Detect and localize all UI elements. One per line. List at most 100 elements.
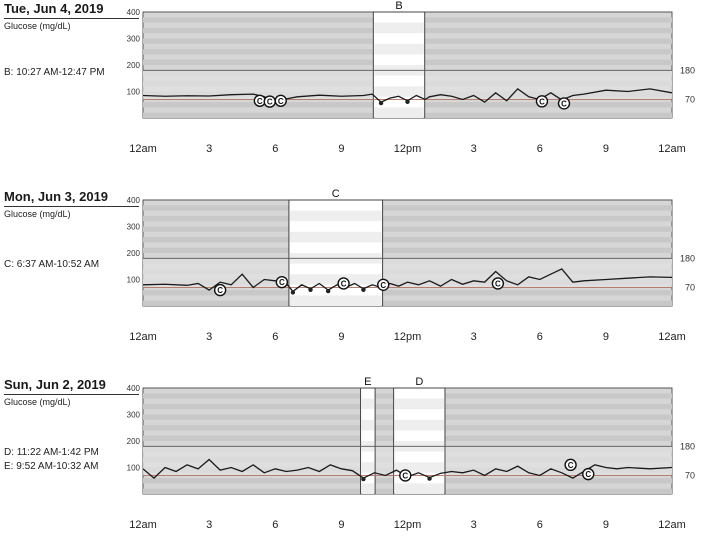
date-header: Tue, Jun 4, 2019 bbox=[4, 1, 139, 19]
plot-band bbox=[143, 290, 672, 296]
window-band bbox=[361, 398, 375, 410]
event-marker-circle bbox=[213, 283, 227, 297]
x-tick-label: 3 bbox=[206, 331, 212, 343]
event-marker: C bbox=[213, 283, 227, 297]
plot-band bbox=[143, 247, 672, 253]
window-band bbox=[361, 419, 375, 431]
event-marker-circle bbox=[377, 278, 390, 292]
window-band bbox=[394, 419, 444, 431]
event-marker-label: C bbox=[568, 461, 574, 470]
x-tick-label: 6 bbox=[272, 331, 278, 343]
event-marker: C bbox=[377, 278, 390, 292]
x-tick-label: 9 bbox=[338, 143, 344, 155]
glucose-line bbox=[142, 458, 673, 479]
x-tick-label: 9 bbox=[338, 331, 344, 343]
threshold-low-label: 70 bbox=[685, 282, 695, 292]
x-tick-label: 12am bbox=[129, 143, 157, 155]
y-tick-label: 400 bbox=[127, 8, 141, 17]
window-range-label: B: 10:27 AM-12:47 PM bbox=[4, 66, 105, 80]
event-marker-label: C bbox=[380, 281, 386, 290]
x-tick-label: 9 bbox=[603, 143, 609, 155]
window-label: E bbox=[364, 376, 371, 388]
x-tick-label: 6 bbox=[537, 143, 543, 155]
window-band bbox=[361, 483, 375, 494]
event-marker: C bbox=[582, 467, 595, 481]
window-range-label: C: 6:37 AM-10:52 AM bbox=[4, 258, 99, 272]
window-range-text: C: 6:37 AM-10:52 AM bbox=[4, 259, 100, 270]
threshold-high-label: 180 bbox=[680, 441, 695, 451]
low-glucose-point bbox=[361, 287, 366, 292]
window-range-label: D: 11:22 AM-1:42 PM E: 9:52 AM-10:32 AM bbox=[4, 446, 99, 474]
x-tick-label: 3 bbox=[206, 519, 212, 531]
x-tick-label: 12pm bbox=[394, 331, 422, 343]
low-glucose-point bbox=[290, 290, 296, 295]
y-tick-label: 100 bbox=[127, 464, 141, 473]
x-tick-label: 12am bbox=[129, 331, 157, 343]
event-marker-label: C bbox=[539, 97, 545, 106]
event-marker-circle bbox=[337, 277, 350, 290]
x-tick-label: 12am bbox=[658, 331, 686, 343]
event-marker: C bbox=[275, 275, 289, 289]
event-marker-label: C bbox=[267, 98, 273, 107]
window-label: B bbox=[395, 0, 402, 12]
x-tick-label: 3 bbox=[471, 331, 477, 343]
chart-panel-jun-3: Mon, Jun 3, 2019 Glucose (mg/dL) C: 6:37… bbox=[0, 188, 703, 368]
x-tick-label: 12pm bbox=[394, 143, 422, 155]
event-marker: C bbox=[535, 95, 549, 108]
window-band bbox=[374, 107, 424, 118]
low-glucose-point bbox=[361, 476, 366, 482]
event-marker-circle bbox=[535, 95, 549, 108]
plot-band bbox=[143, 300, 672, 306]
event-marker-label: C bbox=[585, 470, 591, 479]
window-band bbox=[374, 43, 424, 55]
event-marker-circle bbox=[274, 94, 287, 107]
event-marker: C bbox=[263, 95, 276, 108]
window-label: C bbox=[332, 188, 340, 200]
event-marker: C bbox=[337, 277, 350, 290]
low-glucose-point bbox=[308, 287, 313, 292]
y-tick-label: 300 bbox=[127, 35, 141, 44]
date-header: Mon, Jun 3, 2019 bbox=[4, 189, 139, 207]
x-tick-label: 12pm bbox=[394, 519, 422, 531]
event-marker-label: C bbox=[217, 286, 223, 295]
measure-label: Glucose (mg/dL) bbox=[4, 209, 71, 219]
x-tick-label: 9 bbox=[603, 331, 609, 343]
y-tick-label: 100 bbox=[127, 276, 141, 285]
y-tick-label: 300 bbox=[127, 223, 141, 232]
x-tick-label: 3 bbox=[206, 143, 212, 155]
event-marker: C bbox=[557, 97, 571, 110]
x-tick-label: 12am bbox=[658, 519, 686, 531]
y-tick-label: 200 bbox=[127, 249, 141, 258]
y-tick-label: 200 bbox=[127, 61, 141, 70]
chart-panel-jun-4: Tue, Jun 4, 2019 Glucose (mg/dL) B: 10:2… bbox=[0, 0, 703, 180]
x-tick-label: 9 bbox=[338, 519, 344, 531]
plot-band bbox=[143, 237, 672, 243]
plot-band bbox=[143, 205, 672, 211]
window-range-text: B: 10:27 AM-12:47 PM bbox=[4, 67, 105, 78]
window-band bbox=[394, 398, 444, 410]
window-band bbox=[289, 295, 382, 306]
low-glucose-point bbox=[325, 288, 331, 294]
event-marker-circle bbox=[557, 97, 571, 110]
window-band bbox=[394, 462, 444, 473]
y-tick-label: 300 bbox=[127, 411, 141, 420]
glucose-chart-jun-2: E D 180 70 400 300 200 100 12am 3 6 9 12pm 3 6 9 12am C C C bbox=[127, 376, 695, 531]
event-marker-label: C bbox=[495, 279, 501, 288]
window-range-text: D: 11:22 AM-1:42 PM bbox=[4, 447, 99, 458]
window-band bbox=[394, 483, 444, 494]
chart-panel-jun-2: Sun, Jun 2, 2019 Glucose (mg/dL) D: 11:2… bbox=[0, 376, 703, 556]
event-marker: C bbox=[274, 94, 287, 107]
event-marker: C bbox=[491, 277, 505, 290]
x-tick-label: 3 bbox=[471, 143, 477, 155]
date-header: Sun, Jun 2, 2019 bbox=[4, 377, 139, 395]
event-marker-circle bbox=[399, 469, 412, 482]
x-tick-label: 6 bbox=[537, 331, 543, 343]
window-range-text: E: 9:52 AM-10:32 AM bbox=[4, 461, 99, 472]
x-tick-label: 6 bbox=[272, 519, 278, 531]
plot-band bbox=[143, 226, 672, 232]
low-glucose-point bbox=[378, 100, 384, 106]
event-marker-circle bbox=[582, 467, 595, 481]
window-band bbox=[361, 462, 375, 473]
event-marker: C bbox=[564, 458, 577, 472]
